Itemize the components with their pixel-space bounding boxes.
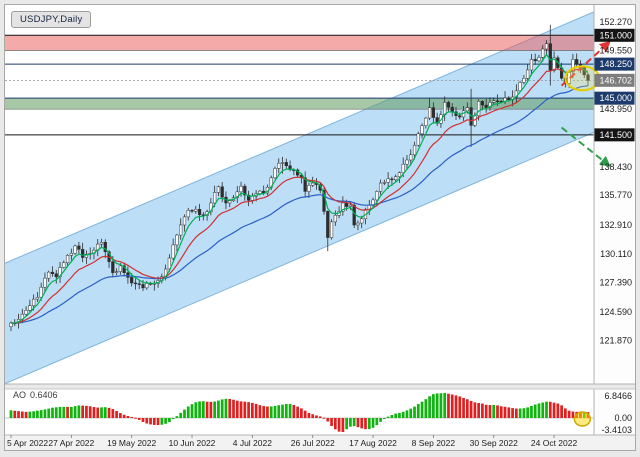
ao-value: 0.6406 [30,390,58,400]
symbol-timeframe-label: USDJPY,Daily [11,11,92,28]
price-axis-label: 121.870 [599,336,632,346]
date-axis-label: 24 Oct 2022 [531,438,578,448]
price-axis-label: 143.950 [599,104,632,114]
ao-axis-label: -3.4103 [601,425,632,435]
date-axis-label: 17 Aug 2022 [349,438,397,448]
chart-surface: 5 Apr 2022 27 Apr 2022 19 May 2022 10 Jun 2… [4,4,636,451]
time-axis[interactable] [5,435,635,450]
ma-slow-line [11,85,589,324]
ao-indicator-label: AO 0.6406 [13,390,58,400]
date-axis-label: 26 Jul 2022 [291,438,335,448]
level-label-box [594,91,635,105]
ma-mid-line [11,68,589,324]
date-axis-label: 19 May 2022 [107,438,156,448]
date-axis-label: 27 Apr 2022 [48,438,94,448]
date-axis-label: 8 Sep 2022 [412,438,456,448]
price-axis-label: 146.702 [599,75,632,85]
price-axis-label: 148.250 [599,59,632,69]
bid-price-label-box [594,73,635,87]
date-axis-label: 10 Jun 2022 [169,438,216,448]
price-highlight-ellipse[interactable] [564,65,601,92]
ao-axis-label: 6.8466 [604,391,632,401]
price-axis-label: 127.390 [599,278,632,288]
price-chart-canvas[interactable]: 5 Apr 2022 27 Apr 2022 19 May 2022 10 Jun 2… [5,5,635,450]
plot-area [5,11,594,384]
date-axis-label: 5 Apr 2022 [7,438,48,448]
price-axis-label: 130.110 [600,249,632,259]
resistance-zone [5,35,594,51]
ao-histogram [9,393,590,432]
bearish-projection-arrow[interactable] [560,126,611,167]
price-axis-label: 141.500 [599,130,632,140]
price-axis-label: 145.000 [599,93,632,103]
price-axis-label: 124.590 [599,307,632,317]
ma-fast-line [10,53,589,324]
price-axis-label: 149.550 [599,45,632,55]
price-axis-label: 135.770 [599,190,632,200]
date-axis-label: 30 Sep 2022 [470,438,518,448]
level-label-box [594,28,635,42]
price-axis-label: 132.910 [599,220,632,230]
panel-splitter[interactable] [5,384,635,389]
date-axis-label: 4 Jul 2022 [233,438,272,448]
price-axis-label: 138.430 [599,162,632,172]
price-axis-label: 152.270 [599,17,632,27]
ao-highlight-ellipse[interactable] [573,411,592,427]
channel-lower-line [5,131,594,384]
ao-name: AO [13,390,27,400]
ao-axis-label: 0.00 [614,413,632,423]
level-label-box [594,57,635,71]
price-axis-label: 151.000 [599,30,632,40]
support-zone [5,98,594,110]
symbol-timeframe-text: USDJPY,Daily [20,14,83,25]
level-label-box [594,128,635,142]
